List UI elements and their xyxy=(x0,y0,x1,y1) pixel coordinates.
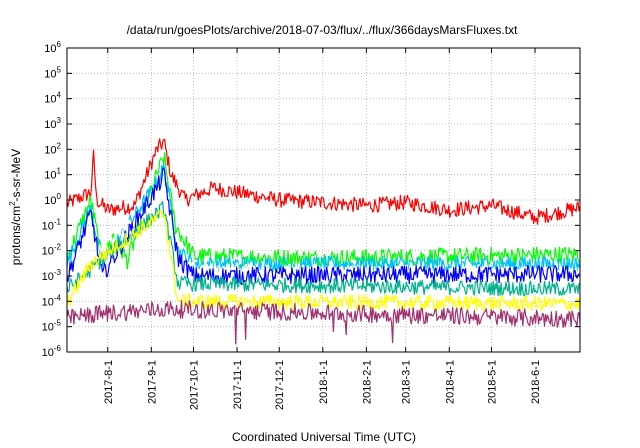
x-tick-label: 2018-2-1 xyxy=(361,360,373,404)
series-line xyxy=(66,200,581,297)
x-tick-label: 2018-3-1 xyxy=(401,360,413,404)
y-tick-label: 10-2 xyxy=(42,243,62,258)
y-tick-label: 10-4 xyxy=(42,293,62,308)
series-line xyxy=(66,138,581,225)
x-tick-label: 2018-6-1 xyxy=(530,360,542,404)
x-tick-label: 2017-11-1 xyxy=(232,360,244,409)
y-tick-label: 10-1 xyxy=(42,217,62,232)
series-line xyxy=(66,300,581,345)
x-axis-label: Coordinated Universal Time (UTC) xyxy=(232,430,416,444)
x-tick-label: 2017-9-1 xyxy=(146,360,158,404)
series-line xyxy=(66,209,581,312)
y-tick-label: 102 xyxy=(44,141,61,156)
y-tick-label: 10-6 xyxy=(42,344,62,359)
x-tick-labels: 2017-8-1 2017-9-1 2017-10-1 2017-11-1 2017-1… xyxy=(103,360,542,410)
x-tick-label: 2017-10-1 xyxy=(188,360,200,410)
x-tick-label: 2018-4-1 xyxy=(444,360,456,404)
ticks xyxy=(67,47,580,353)
series-line xyxy=(66,167,581,285)
y-tick-label: 105 xyxy=(44,65,61,80)
y-tick-label: 106 xyxy=(44,40,61,55)
y-tick-label: 104 xyxy=(44,91,61,106)
y-tick-labels: 10-6 10-5 10-4 10-3 10-2 10-1 100 101 102 103 104 1… xyxy=(42,40,62,359)
series-line xyxy=(66,197,581,281)
x-tick-label: 2017-8-1 xyxy=(103,360,115,404)
chart-title: /data/run/goesPlots/archive/2018-07-03/f… xyxy=(127,23,519,37)
y-tick-label: 10-5 xyxy=(42,319,62,334)
y-tick-label: 103 xyxy=(44,116,61,131)
y-axis-label: protons/cm2-s-sr-MeV xyxy=(8,149,23,265)
y-tick-label: 100 xyxy=(44,192,61,207)
x-tick-label: 2017-12-1 xyxy=(274,360,286,410)
x-tick-label: 2018-1-1 xyxy=(318,360,330,404)
x-tick-label: 2018-5-1 xyxy=(486,360,498,404)
series-layer xyxy=(66,138,581,345)
y-tick-label: 101 xyxy=(44,167,61,182)
y-tick-label: 10-3 xyxy=(42,268,62,283)
